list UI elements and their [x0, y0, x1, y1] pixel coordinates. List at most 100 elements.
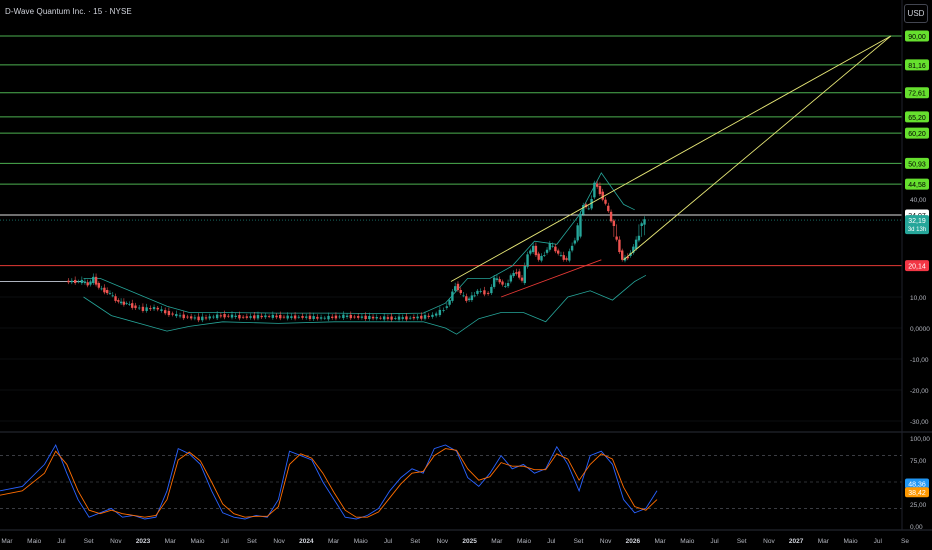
candle-body [279, 314, 282, 319]
candle-body [100, 288, 103, 290]
candle-body [518, 271, 521, 278]
candle-body [125, 303, 128, 304]
candle-body [319, 317, 323, 319]
time-tick-label: Mar [328, 538, 340, 545]
candle-body [114, 296, 117, 301]
candle-body [108, 293, 112, 294]
time-tick-label: Nov [763, 538, 775, 545]
candle-body [353, 316, 356, 318]
candle-body [456, 283, 460, 291]
candle-body [345, 315, 349, 317]
candle-body [573, 240, 577, 244]
candle-body [230, 314, 234, 318]
candle-body [193, 317, 197, 319]
time-tick-label: Maio [680, 538, 694, 545]
candle-body [434, 313, 438, 316]
last-price-bg [905, 215, 929, 235]
candle-body [382, 316, 386, 320]
candle-body [595, 183, 599, 187]
candle-body [357, 316, 360, 318]
candle-body [253, 315, 256, 319]
candle-body [77, 281, 80, 283]
candle-body [219, 315, 223, 317]
candle-body [568, 251, 571, 261]
candle-body [111, 295, 114, 297]
candle-body [223, 314, 226, 318]
stoch-tick-label: 25,00 [910, 502, 927, 509]
level-label-bg [905, 59, 929, 71]
candle-body [80, 279, 84, 284]
candle-body [570, 245, 574, 251]
candle-body [286, 315, 289, 319]
candle-body [643, 219, 646, 225]
candle-body [476, 290, 479, 294]
candle-body [526, 254, 529, 267]
time-tick-label: Mar [818, 538, 830, 545]
candle-body [256, 315, 260, 319]
level-label-bg [905, 111, 929, 123]
candle-body [448, 300, 451, 305]
candle-body [579, 213, 582, 237]
candle-body [67, 280, 70, 283]
candle-body [512, 272, 515, 277]
level-label: 90,00 [908, 34, 926, 41]
candle-body [271, 314, 275, 318]
candle-body [626, 256, 629, 259]
trendlines[interactable] [450, 35, 892, 298]
price-tick-label: -30,00 [910, 419, 929, 426]
candle-body [423, 315, 427, 319]
candle-body [238, 314, 241, 319]
time-tick-label: Set [84, 538, 94, 545]
level-label: 81,16 [908, 63, 926, 70]
candle-body [264, 315, 267, 318]
level-label: 65,20 [908, 115, 926, 122]
candle-body [375, 316, 378, 319]
candle-body [465, 296, 468, 301]
candle-body [70, 280, 74, 283]
candle-body [134, 305, 137, 309]
candle-body [141, 306, 145, 311]
candle-body [607, 205, 610, 212]
candle-body [531, 245, 535, 253]
candle-body [462, 295, 465, 297]
candle-body [556, 250, 560, 254]
time-tick-label: 2024 [299, 538, 314, 545]
candle-body [529, 250, 532, 254]
candle-body [89, 281, 92, 285]
candle-body [593, 182, 596, 198]
candle-body [470, 295, 474, 301]
candle-body [551, 245, 554, 247]
bollinger-bands [83, 172, 647, 335]
candle-body [394, 318, 397, 319]
currency-button[interactable]: USD [904, 4, 928, 23]
candle-body [416, 316, 419, 319]
candle-body [105, 290, 109, 294]
time-tick-label: Maio [27, 538, 41, 545]
candle-body [245, 316, 249, 318]
time-tick-label: Mar [165, 538, 177, 545]
stoch-rsi-pane[interactable]: 100,00 75,00 25,00 0,00 48,36 38,42 [0, 431, 932, 531]
time-tick-label: Jul [384, 538, 393, 545]
time-tick-label: Set [737, 538, 747, 545]
candle-body [327, 315, 330, 320]
candle-body [212, 316, 215, 318]
candle-body [128, 303, 131, 305]
candle-body [73, 279, 77, 284]
candle-body [275, 315, 278, 318]
candle-body [119, 301, 123, 304]
candle-body [86, 282, 89, 286]
time-tick-label: Set [247, 538, 257, 545]
candle-body [479, 291, 482, 292]
time-tick-label: Mar [654, 538, 666, 545]
level-label-bg [905, 260, 929, 272]
candle-body [498, 279, 501, 283]
level-label: 20,14 [908, 264, 926, 271]
stoch-tick-label: 75,00 [910, 458, 927, 465]
candle-body [312, 316, 315, 320]
candle-body [301, 316, 304, 318]
candle-body [431, 314, 434, 317]
horizontal-levels[interactable] [0, 35, 902, 267]
candle-body [621, 250, 624, 260]
